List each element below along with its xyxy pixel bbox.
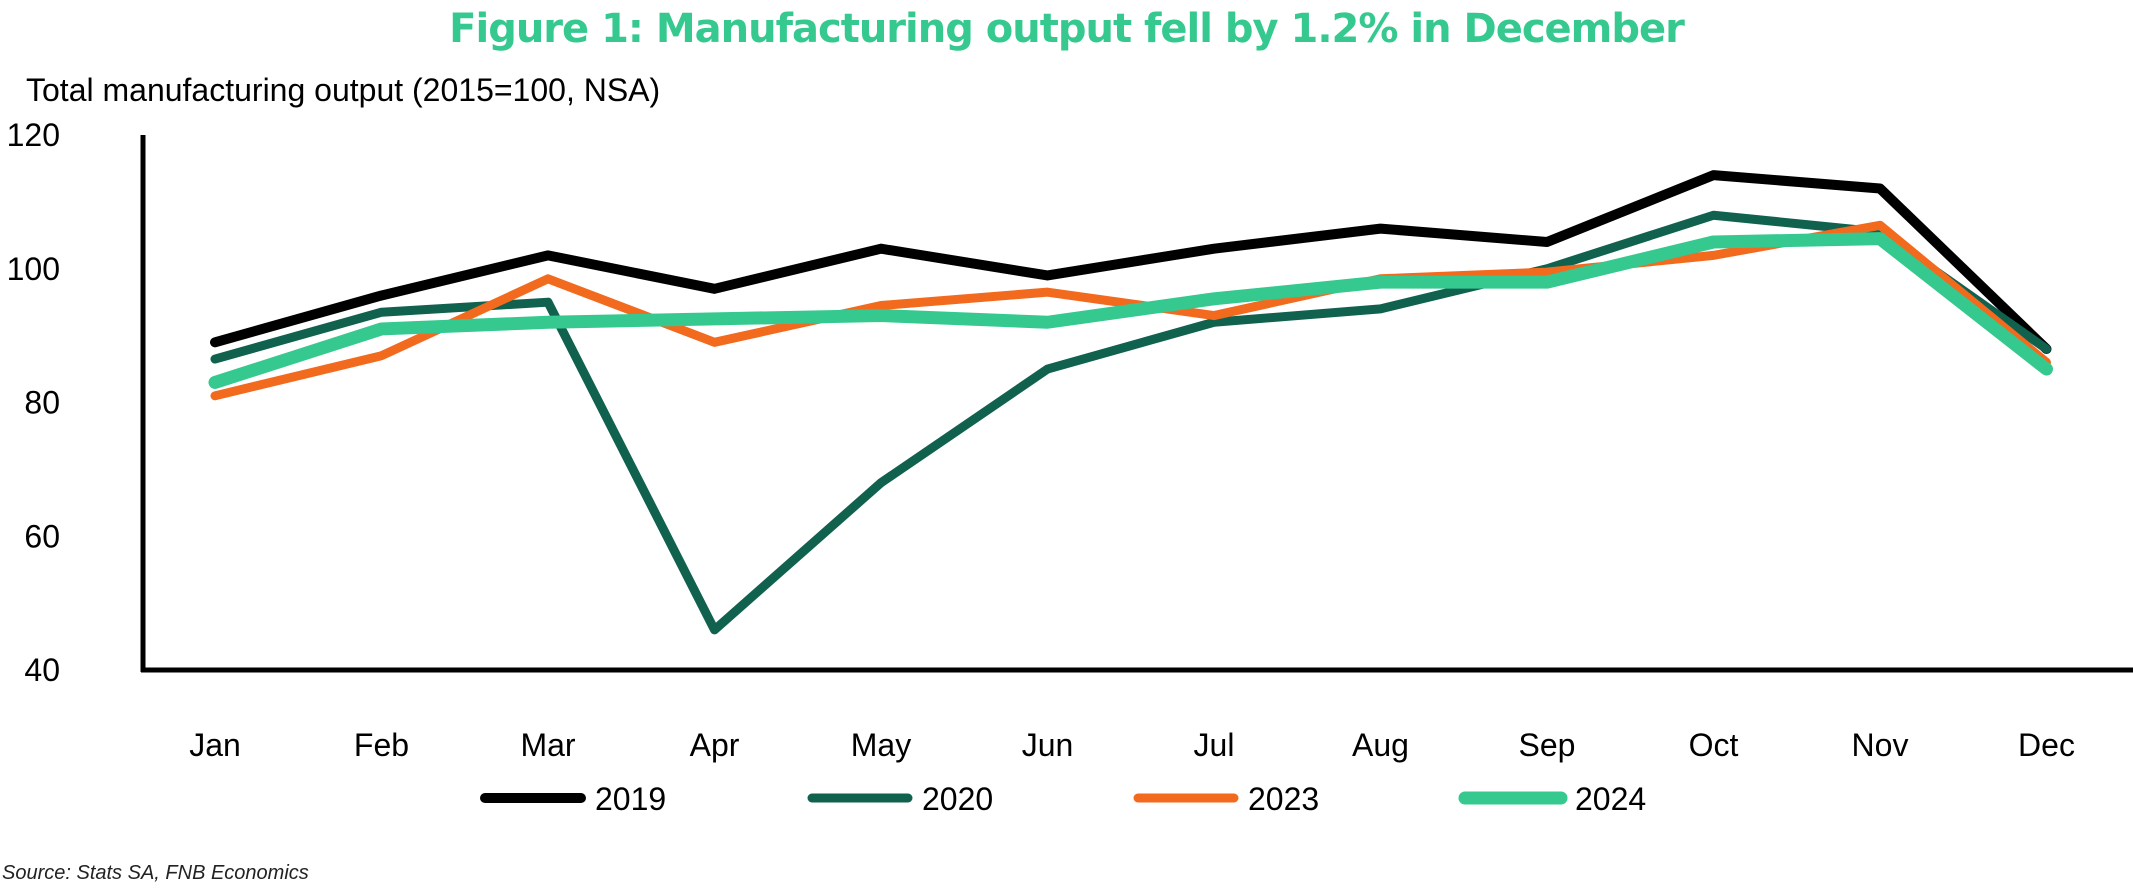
- y-tick-label: 80: [24, 385, 60, 421]
- legend-label-2023: 2023: [1248, 781, 1319, 817]
- x-tick-label: Feb: [354, 727, 409, 763]
- y-tick-label: 60: [24, 518, 60, 554]
- series-line-2024: [208, 232, 2053, 389]
- x-tick-label: Jul: [1194, 727, 1235, 763]
- x-tick-label: Jun: [1022, 727, 1074, 763]
- y-tick-labels: 40 60 80 100 120: [7, 117, 60, 688]
- series-lines: [208, 170, 2053, 635]
- x-tick-labels: Jan Feb Mar Apr May Jun Jul Aug Sep Oct Nov Dec: [189, 727, 2075, 763]
- y-tick-label: 100: [7, 251, 60, 287]
- chart-title: Figure 1: Manufacturing output fell by 1…: [449, 6, 1685, 52]
- x-tick-label: Sep: [1519, 727, 1576, 763]
- x-tick-label: Nov: [1852, 727, 1909, 763]
- legend-label-2024: 2024: [1575, 781, 1646, 817]
- x-tick-label: Aug: [1352, 727, 1409, 763]
- x-tick-label: Jan: [189, 727, 241, 763]
- chart-axes: [140, 135, 2133, 673]
- series-line-2019: [210, 170, 2052, 354]
- source-note: Source: Stats SA, FNB Economics: [2, 862, 309, 884]
- x-tick-label: Dec: [2018, 727, 2075, 763]
- y-axis-label: Total manufacturing output (2015=100, NS…: [26, 72, 661, 108]
- x-tick-label: Apr: [690, 727, 740, 763]
- series-line-2023: [210, 220, 2051, 401]
- series-line-2020: [210, 210, 2051, 635]
- legend-label-2019: 2019: [595, 781, 666, 817]
- x-tick-label: Oct: [1689, 727, 1739, 763]
- legend: 2019 2020 2023 2024: [480, 781, 1646, 817]
- x-tick-label: May: [851, 727, 911, 763]
- x-tick-label: Mar: [520, 727, 575, 763]
- y-tick-label: 120: [7, 117, 60, 153]
- y-tick-label: 40: [24, 652, 60, 688]
- legend-label-2020: 2020: [922, 781, 993, 817]
